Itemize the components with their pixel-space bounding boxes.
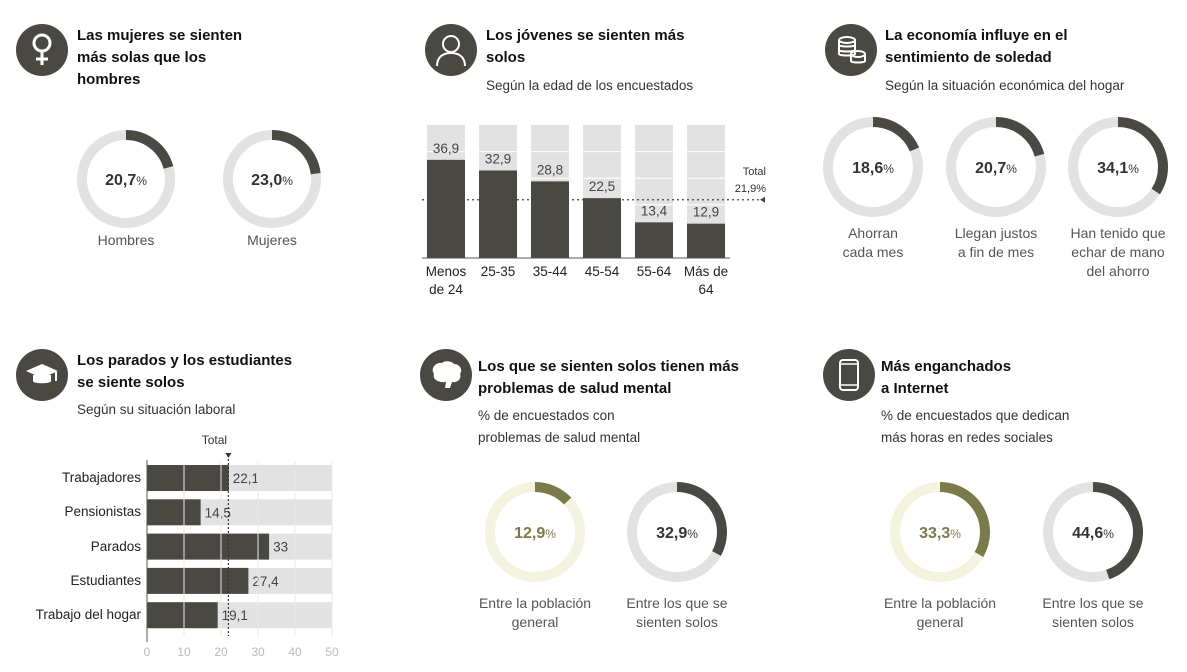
bar-value-label: 22,5 <box>589 179 615 194</box>
donut-segment <box>485 482 585 582</box>
donut-segment <box>890 482 990 582</box>
donut-segment <box>1068 117 1168 217</box>
female-icon <box>16 24 68 76</box>
panel-subtitle-economy: Según la situación económica del hogar <box>885 78 1125 93</box>
donut-value: 44,6% <box>1072 525 1114 542</box>
donut-segment <box>627 482 727 582</box>
donut-segment <box>77 130 175 228</box>
reference-value: 21,9% <box>735 183 766 195</box>
donut-label: Mujeres <box>247 232 297 248</box>
bar <box>147 602 218 629</box>
reference-arrow <box>225 453 232 458</box>
donut-label: Hombres <box>97 232 155 248</box>
donut-value: 33,3% <box>919 525 961 542</box>
panel-title-work: Los parados y los estudiantes se siente s… <box>77 352 293 391</box>
x-tick-label: 25-35 <box>480 264 516 279</box>
bar-value-label: 33 <box>273 540 288 555</box>
y-tick-label: Trabajo del hogar <box>35 607 141 623</box>
x-tick-label: 0 <box>144 645 151 659</box>
donut-value: 34,1% <box>1097 160 1139 177</box>
bar-value-label: 27,4 <box>252 574 279 589</box>
coins-icon <box>825 24 877 76</box>
x-tick-label: 40 <box>288 645 302 659</box>
reference-arrow <box>760 196 765 203</box>
bar-value-label: 36,9 <box>433 141 459 156</box>
donut-value: 23,0% <box>251 172 293 189</box>
panel-title-gender: Las mujeres se sienten más solas que los h… <box>77 27 243 88</box>
donut-value: 32,9% <box>656 525 698 542</box>
bar-value-label: 14,5 <box>205 505 231 520</box>
bar-value-label: 13,4 <box>641 203 668 218</box>
donut-label: Han tenido que echar de mano del ahorro <box>1070 225 1166 279</box>
y-tick-label: Pensionistas <box>64 504 141 520</box>
graduation-cap-icon <box>16 349 68 401</box>
x-tick-label: Menos de 24 <box>425 264 467 297</box>
donut-segment <box>946 117 1046 217</box>
donut-value: 20,7% <box>105 172 147 189</box>
donut-value: 20,7% <box>975 160 1017 177</box>
x-tick-label: Más de 64 <box>683 264 729 297</box>
x-tick-label: 55-64 <box>636 264 672 279</box>
smartphone-icon <box>823 349 875 401</box>
bar-value-label: 12,9 <box>693 205 719 220</box>
bar-value-label: 22,1 <box>233 471 259 486</box>
bar-value-label: 19,1 <box>222 608 248 623</box>
donut-label: Llegan justos a fin de mes <box>954 225 1038 260</box>
donut-value: 12,9% <box>514 525 556 542</box>
bar-value-label: 28,8 <box>537 162 563 177</box>
donut-segment <box>823 117 923 217</box>
panel-title-age: Los jóvenes se sienten más solos <box>486 27 685 66</box>
bar <box>147 499 201 526</box>
panel-title-internet: Más enganchados a Internet <box>881 358 1012 397</box>
donut-label: Entre la población general <box>478 595 592 630</box>
panel-subtitle-mental: % de encuestados con problemas de salud m… <box>478 408 641 445</box>
panel-subtitle-internet: % de encuestados que dedican más horas en… <box>881 408 1070 445</box>
panel-subtitle-age: Según la edad de los encuestados <box>486 78 694 93</box>
x-tick-label: 35-44 <box>532 264 568 279</box>
x-tick-label: 10 <box>177 645 191 659</box>
panel-title-economy: La economía influye en el sentimiento de … <box>885 27 1068 66</box>
x-tick-label: 45-54 <box>584 264 620 279</box>
donut-label: Entre los que se sienten solos <box>1042 595 1144 630</box>
y-tick-label: Trabajadores <box>61 470 141 485</box>
reference-label: Total <box>202 433 227 447</box>
brain-icon <box>420 349 472 401</box>
panel-title-mental: Los que se sienten solos tienen más probl… <box>478 358 739 397</box>
bar <box>635 222 673 258</box>
y-tick-label: Estudiantes <box>70 572 141 588</box>
bar <box>147 533 270 560</box>
bar <box>479 170 517 258</box>
donut-segment <box>223 130 321 228</box>
x-tick-label: 20 <box>214 645 228 659</box>
bar <box>147 465 229 491</box>
donut-label: Entre la población general <box>883 595 997 630</box>
bar <box>583 198 621 258</box>
bar-value-label: 32,9 <box>485 151 511 166</box>
donut-label: Ahorran cada mes <box>842 225 904 260</box>
person-icon <box>425 24 477 76</box>
bar <box>687 223 725 258</box>
donut-label: Entre los que se sienten solos <box>626 595 728 630</box>
donut-segment <box>1043 482 1143 582</box>
panel-subtitle-work: Según su situación laboral <box>77 402 236 417</box>
donut-value: 18,6% <box>852 160 894 177</box>
bar <box>147 567 249 594</box>
x-tick-label: 30 <box>251 645 265 659</box>
bar <box>531 181 569 258</box>
y-tick-label: Parados <box>90 538 141 554</box>
x-tick-label: 50 <box>325 645 339 659</box>
bar <box>427 159 465 258</box>
reference-label: Total <box>743 166 766 178</box>
